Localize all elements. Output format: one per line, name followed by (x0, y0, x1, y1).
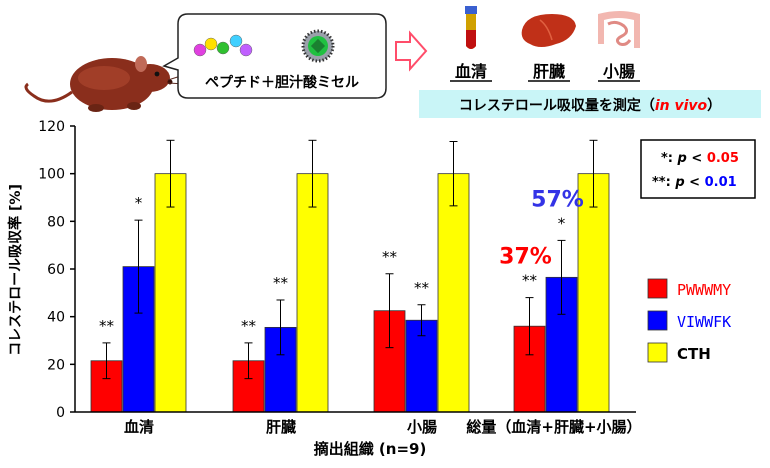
measure-prefix: コレステロール吸収量を測定（ (459, 97, 655, 114)
organ-label-liver: 肝臓 (533, 62, 565, 81)
y-tick-label: 80 (47, 214, 65, 230)
bubble-text: ペプチド＋胆汁酸ミセル (205, 74, 359, 91)
legend-swatch (647, 310, 668, 331)
liver-icon (521, 14, 576, 47)
y-tick-label: 20 (47, 357, 65, 373)
bar-cth-3 (577, 173, 610, 413)
sig-mark: * (558, 214, 566, 232)
sig1-lt: < (691, 151, 702, 166)
legend-label: PWWWMY (677, 281, 731, 299)
legend-label: VIWWFK (677, 313, 731, 331)
x-tick-label: 小腸 (407, 418, 437, 436)
y-axis-ticks: 0 20 40 60 80 100 120 (38, 119, 75, 421)
measure-suffix: ） (707, 98, 721, 114)
sig-mark: ** (273, 274, 289, 292)
sig1-value: 0.05 (707, 151, 739, 166)
significance-marks: *********** *** (99, 194, 566, 335)
sig1-p: p (677, 151, 687, 166)
sig2-value: 0.01 (705, 175, 737, 190)
sig-line-2: **: p < 0.01 (652, 175, 737, 190)
sig-mark: * (135, 194, 143, 212)
sig2-stars: **: (652, 175, 671, 190)
measure-banner (419, 90, 761, 118)
legend-swatch (647, 342, 668, 363)
measure-text: コレステロール吸収量を測定（in vivo） (459, 97, 721, 114)
intestine-icon (598, 11, 640, 48)
significance-box: *: p < 0.05 **: p < 0.01 (640, 139, 756, 199)
error-bars (102, 139, 598, 380)
legend-swatch (647, 278, 668, 299)
y-tick-label: 0 (56, 405, 65, 421)
percent-annotation: 37% (499, 245, 552, 270)
y-tick-label: 60 (47, 262, 65, 278)
bubble: ペプチド＋胆汁酸ミセル (162, 13, 387, 99)
sig2-p: p (674, 175, 684, 190)
sig-mark: ** (241, 317, 257, 335)
y-tick-label: 40 (47, 310, 65, 326)
sig-mark: ** (414, 279, 430, 297)
y-tick-label: 100 (38, 167, 65, 183)
x-axis-ticklabels: 血清 肝臓 小腸 総量（血清+肝臓+小腸） (124, 418, 642, 436)
arrow-right-icon (395, 30, 428, 72)
bar-viwwfk-3 (545, 276, 578, 413)
sig2-lt: < (689, 175, 700, 190)
organ-label-intestine: 小腸 (603, 62, 635, 81)
mouse-icon (24, 56, 186, 112)
bar-cth-2 (437, 173, 470, 413)
sig-mark: ** (382, 248, 398, 266)
sig-line-1: *: p < 0.05 (661, 151, 739, 166)
bar-pwwwmy-1 (232, 360, 265, 413)
percent-annotation: 57% (531, 187, 584, 212)
blood-tube-icon (465, 6, 477, 49)
x-tick-label: 総量（血清+肝臓+小腸） (466, 418, 641, 436)
x-axis-label: 摘出組織 (n=9) (314, 440, 427, 458)
peptide-icon (193, 34, 253, 57)
micelle-icon (301, 29, 335, 63)
y-tick-label: 120 (38, 119, 65, 135)
organ-label-serum: 血清 (455, 62, 487, 81)
y-axis-label: コレステロール吸収率 [%] (7, 184, 24, 356)
x-tick-label: 血清 (124, 418, 154, 436)
percent-annotations: 37% 57% (499, 187, 584, 269)
legend-label: CTH (677, 345, 711, 363)
sig1-stars: *: (661, 151, 673, 166)
x-tick-label: 肝臓 (266, 418, 296, 436)
sig-mark: ** (99, 317, 115, 335)
measure-invivo: in vivo (655, 98, 708, 114)
legend: PWWWMY VIWWFK CTH (647, 278, 731, 363)
bar-cth-0 (154, 173, 187, 413)
bar-cth-1 (296, 173, 329, 413)
sig-mark: ** (522, 272, 538, 290)
